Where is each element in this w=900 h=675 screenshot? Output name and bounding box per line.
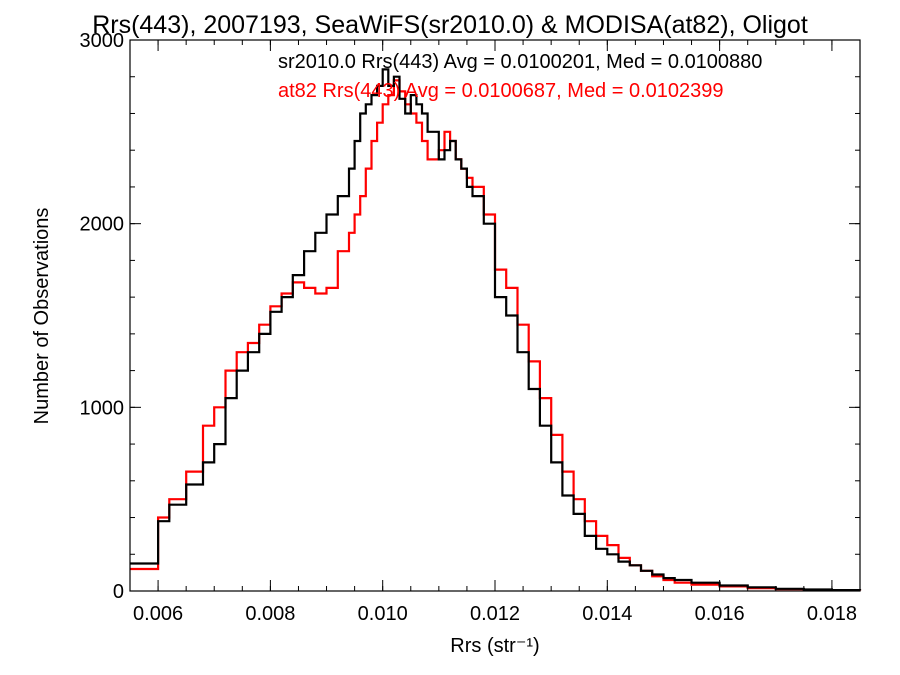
chart-title: Rrs(443), 2007193, SeaWiFS(sr2010.0) & M… <box>92 11 808 39</box>
y-axis-title: Number of Observations <box>31 208 53 425</box>
annotation-sr2010: sr2010.0 Rrs(443) Avg = 0.0100201, Med =… <box>278 51 762 73</box>
series-line-sr2010-0 <box>130 68 862 592</box>
x-axis-title: Rrs (str⁻¹) <box>450 635 539 657</box>
x-tick-label: 0.012 <box>470 603 520 625</box>
annotation-at82: at82 Rrs(443) Avg = 0.0100687, Med = 0.0… <box>278 80 724 102</box>
x-tick-label: 0.014 <box>582 603 632 625</box>
y-tick-label: 2000 <box>80 214 125 236</box>
y-tick-label: 3000 <box>80 30 125 52</box>
series-line-at82 <box>130 79 862 592</box>
x-tick-label: 0.006 <box>133 603 183 625</box>
axes: 0.006 0.008 0.010 0.012 0.014 0.016 0.018 0 1000… <box>80 30 861 625</box>
x-tick-label: 0.008 <box>245 603 295 625</box>
x-tick-label: 0.016 <box>695 603 745 625</box>
y-tick-label: 0 <box>113 581 124 603</box>
x-tick-label: 0.010 <box>358 603 408 625</box>
x-tick-label: 0.018 <box>807 603 857 625</box>
plot-area <box>130 68 862 592</box>
y-tick-label: 1000 <box>80 397 125 419</box>
plot-frame <box>129 39 861 592</box>
